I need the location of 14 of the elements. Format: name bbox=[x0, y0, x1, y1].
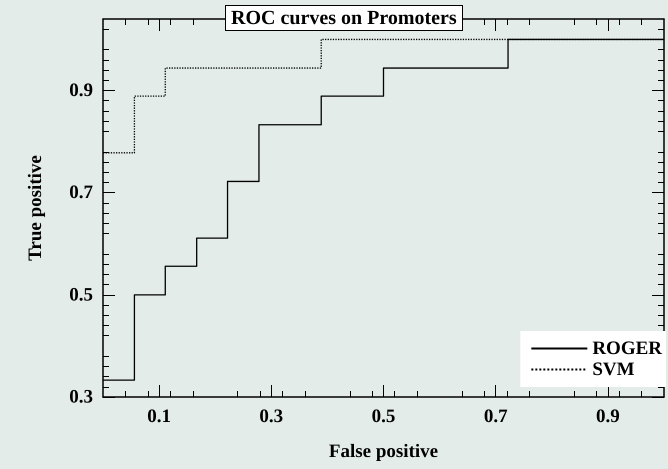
chart-title: ROC curves on Promoters bbox=[231, 7, 457, 29]
x-tick-label: 0.1 bbox=[147, 406, 171, 427]
legend-label: SVM bbox=[592, 359, 635, 380]
x-tick-label: 0.7 bbox=[484, 406, 508, 427]
y-axis-title: True positive bbox=[25, 155, 46, 261]
legend-label: ROGER bbox=[592, 338, 662, 359]
y-tick-label: 0.9 bbox=[69, 80, 93, 102]
x-axis-title: False positive bbox=[328, 441, 438, 462]
y-tick-label: 0.5 bbox=[69, 284, 93, 306]
x-tick-label: 0.5 bbox=[372, 406, 396, 427]
y-tick-label: 0.7 bbox=[69, 182, 94, 204]
y-tick-label: 0.3 bbox=[69, 386, 93, 408]
x-tick-label: 0.9 bbox=[596, 406, 620, 427]
x-tick-label: 0.3 bbox=[259, 406, 284, 427]
